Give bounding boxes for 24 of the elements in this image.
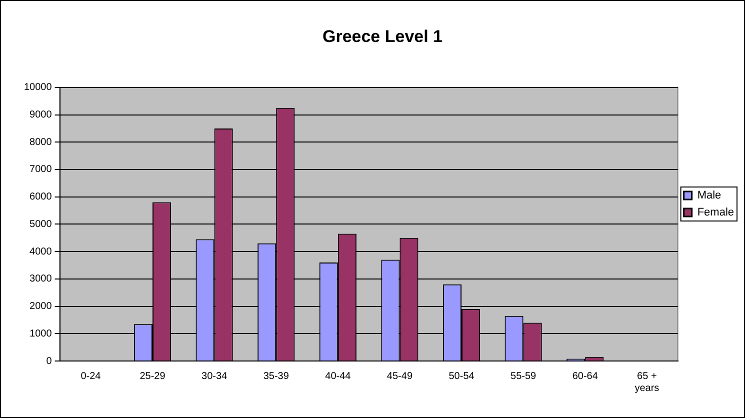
y-tick-label: 9000 bbox=[30, 110, 52, 121]
x-tick-label: 50-54 bbox=[448, 370, 475, 382]
x-tick-label: 25-29 bbox=[140, 370, 166, 382]
legend-label: Female bbox=[697, 206, 734, 219]
x-tick-label: 0-24 bbox=[80, 370, 102, 382]
y-tick-label: 6000 bbox=[30, 192, 52, 203]
x-tick-label: 65 + years bbox=[634, 370, 660, 394]
y-tick-label: 8000 bbox=[30, 136, 52, 148]
y-tick-label: 5000 bbox=[30, 218, 52, 230]
y-tick-label: 10000 bbox=[24, 82, 52, 94]
x-tick-label: 30-34 bbox=[202, 370, 228, 382]
y-tick-label: 3000 bbox=[30, 274, 52, 285]
y-tick-label: 1000 bbox=[30, 328, 52, 340]
y-tick-label: 0 bbox=[46, 356, 52, 367]
x-tick-label: 55-59 bbox=[510, 370, 537, 382]
x-tick-label: 60-64 bbox=[572, 370, 598, 382]
y-tick-label: 4000 bbox=[30, 246, 52, 258]
x-tick-label: 40-44 bbox=[325, 370, 352, 382]
x-tick-label: 45-49 bbox=[386, 370, 413, 382]
x-tick-label: 35-39 bbox=[263, 370, 290, 382]
y-tick-label: 2000 bbox=[30, 301, 52, 312]
chart-title: Greece Level 1 bbox=[322, 26, 443, 46]
y-tick-label: 7000 bbox=[30, 164, 52, 176]
legend-label: Male bbox=[697, 190, 722, 202]
